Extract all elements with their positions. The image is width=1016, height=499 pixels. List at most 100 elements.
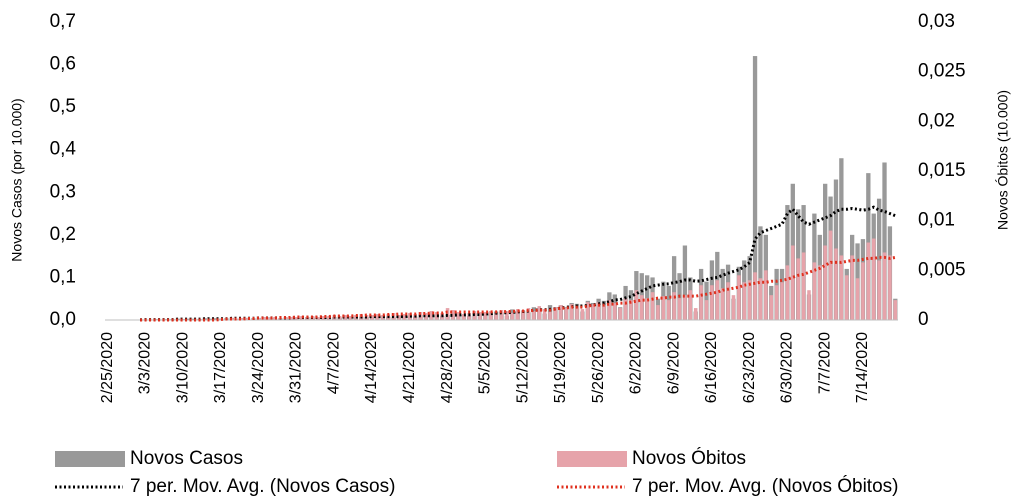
bar [645,298,649,320]
bar [208,318,213,320]
x-tick-label: 4/21/2020 [401,332,418,403]
bar [812,262,817,320]
y-tick-label: 0,5 [50,96,76,117]
y-tick-label: 0,4 [50,139,77,160]
bar [505,311,509,320]
bar [267,318,272,320]
bar [877,260,881,320]
legend-label: 7 per. Mov. Avg. (Novos Óbitos) [632,475,898,497]
bar [613,303,617,320]
bar [823,245,827,320]
x-tick-label: 4/28/2020 [439,332,456,403]
bar [726,282,730,320]
bar [451,310,455,320]
bar [747,280,752,320]
bar [752,56,758,321]
bar [586,302,590,320]
legend-swatch [55,451,125,467]
bar [467,313,471,320]
legend-label: Novos Casos [130,448,243,469]
bar [375,314,380,320]
y2-tick-label: 0,01 [918,210,955,231]
bar [850,255,854,320]
bar [494,314,498,320]
y2-tick-label: 0,015 [918,160,966,181]
bar [532,311,536,320]
moving-average-line [140,255,896,322]
x-tick-label: 6/30/2020 [779,332,796,403]
bar [424,313,428,320]
y2-tick-label: 0,005 [918,259,966,280]
bar [876,198,882,320]
bar [580,309,585,320]
y-tick-label: 0,3 [50,181,76,202]
bar [618,308,622,320]
x-tick-label: 3/3/2020 [137,332,154,394]
bar [796,258,800,320]
bar [839,158,844,320]
bar [602,305,606,320]
bar [769,295,773,320]
bar [429,311,434,320]
bar [677,298,682,320]
bar [327,316,331,320]
bar [596,302,601,320]
bar [682,245,688,320]
bar [294,317,299,320]
bar [262,317,266,320]
bar [435,312,439,320]
bar [666,300,671,320]
bar [348,316,353,320]
bar [640,295,644,320]
y2-tick-label: 0,03 [918,11,955,32]
x-tick-label: 5/19/2020 [552,332,569,403]
bar [191,318,197,320]
bar [828,230,833,320]
bar [629,300,633,320]
bar [672,292,676,320]
y-axis-title: Novos Casos (por 10.000) [9,98,25,261]
bar [834,248,838,320]
y-tick-label: 0,6 [50,54,76,75]
y-tick-label: 0,2 [50,224,76,245]
bar [855,278,860,320]
x-tick-label: 4/7/2020 [326,332,343,394]
x-tick-label: 3/17/2020 [212,332,229,403]
bar [893,300,898,320]
bar [575,306,579,320]
legend-label: 7 per. Mov. Avg. (Novos Casos) [130,476,395,497]
x-tick-label: 5/26/2020 [590,332,607,403]
bar [656,305,660,320]
bar [478,312,482,320]
bar [688,290,693,320]
bar [370,315,374,320]
bar [785,205,790,320]
y2-tick-label: 0,025 [918,61,966,82]
bar [548,312,552,320]
x-tick-label: 3/10/2020 [174,332,191,403]
bar [213,318,218,320]
x-tick-label: 6/23/2020 [741,332,758,403]
bar [461,314,466,320]
x-tick-label: 5/5/2020 [477,332,494,394]
bar [186,318,191,320]
y-tick-label: 0,7 [50,11,76,32]
bar [671,256,677,320]
bar [499,310,504,320]
bar [246,318,250,320]
y2-tick-label: 0 [918,309,929,330]
bar [758,278,763,320]
bar [764,270,768,320]
bar [591,304,595,320]
bar [456,312,461,320]
bar [343,315,347,320]
bar [644,275,650,320]
bar [521,310,525,320]
x-tick-label: 5/12/2020 [514,332,531,403]
bar [559,305,563,320]
x-tick-label: 6/9/2020 [665,332,682,394]
x-tick-label: 4/14/2020 [363,332,380,403]
bar [785,265,790,320]
bar [710,285,714,320]
